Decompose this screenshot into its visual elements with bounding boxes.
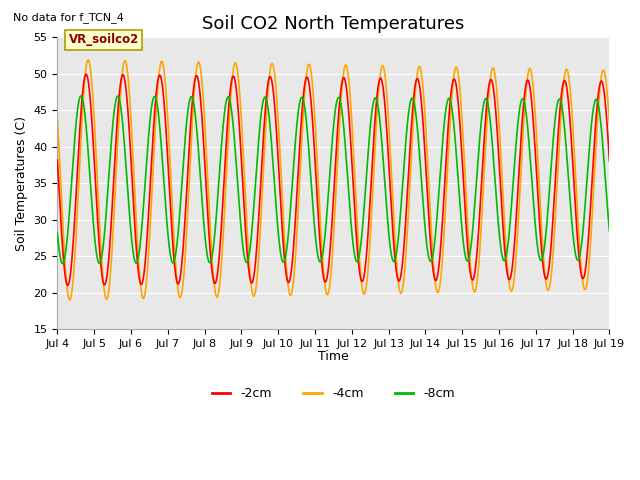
Title: Soil CO2 North Temperatures: Soil CO2 North Temperatures	[202, 15, 465, 33]
Legend: -2cm, -4cm, -8cm: -2cm, -4cm, -8cm	[207, 382, 460, 405]
Y-axis label: Soil Temperatures (C): Soil Temperatures (C)	[15, 116, 28, 251]
X-axis label: Time: Time	[318, 350, 349, 363]
Text: No data for f_TCN_4: No data for f_TCN_4	[13, 12, 124, 23]
Text: VR_soilco2: VR_soilco2	[68, 33, 139, 46]
